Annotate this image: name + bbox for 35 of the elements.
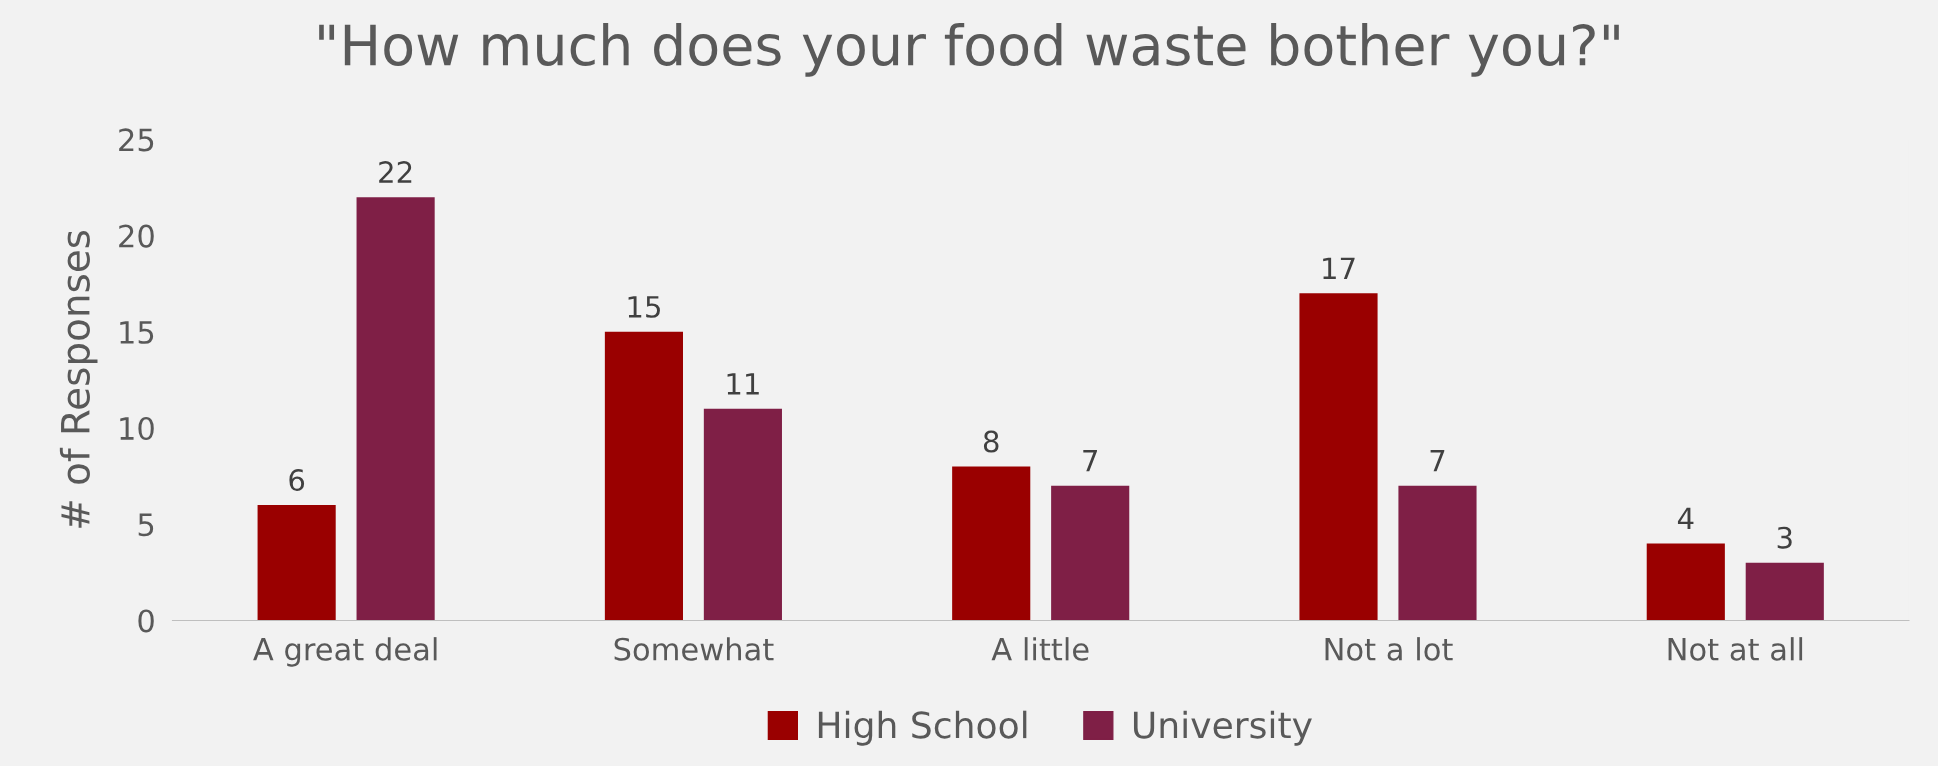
- bar: [1745, 562, 1824, 621]
- y-tick-label: 15: [120, 321, 154, 344]
- data-label: 3: [1777, 526, 1792, 549]
- y-tick-label: 25: [119, 128, 154, 152]
- data-label: 6: [289, 468, 305, 492]
- bar: [952, 466, 1031, 621]
- bar: [257, 505, 336, 621]
- legend-label: High School: [818, 710, 1027, 746]
- bar: [1398, 485, 1477, 621]
- data-label: 15: [628, 296, 660, 318]
- x-tick-label: Not at all: [1668, 637, 1803, 661]
- y-tick-label: 0: [138, 609, 154, 633]
- y-tick-label: 10: [120, 416, 154, 441]
- data-label: 17: [1323, 257, 1355, 279]
- data-label: 8: [983, 430, 999, 453]
- bar: [1299, 293, 1378, 621]
- y-tick-label: 20: [119, 224, 154, 248]
- bar: [1646, 543, 1725, 621]
- bar: [356, 197, 435, 621]
- x-tick-label: A great deal: [253, 637, 437, 667]
- bar: [1051, 485, 1130, 621]
- data-label: 4: [1677, 507, 1694, 530]
- x-tick-label: Somewhat: [614, 637, 774, 661]
- x-tick-label: A little: [991, 637, 1089, 661]
- data-label: 7: [1083, 450, 1097, 472]
- data-label: 11: [727, 373, 759, 395]
- x-tick-label: Not a lot: [1325, 637, 1453, 661]
- chart-title: "How much does your food waste bother you?": [319, 22, 1619, 77]
- bar: [604, 331, 683, 621]
- legend-label: University: [1133, 710, 1312, 746]
- y-tick-label: 5: [138, 513, 154, 537]
- y-axis-title: # of Responses: [59, 230, 98, 528]
- bar: [703, 408, 782, 621]
- data-label: 7: [1430, 450, 1445, 472]
- data-label: 22: [379, 161, 412, 183]
